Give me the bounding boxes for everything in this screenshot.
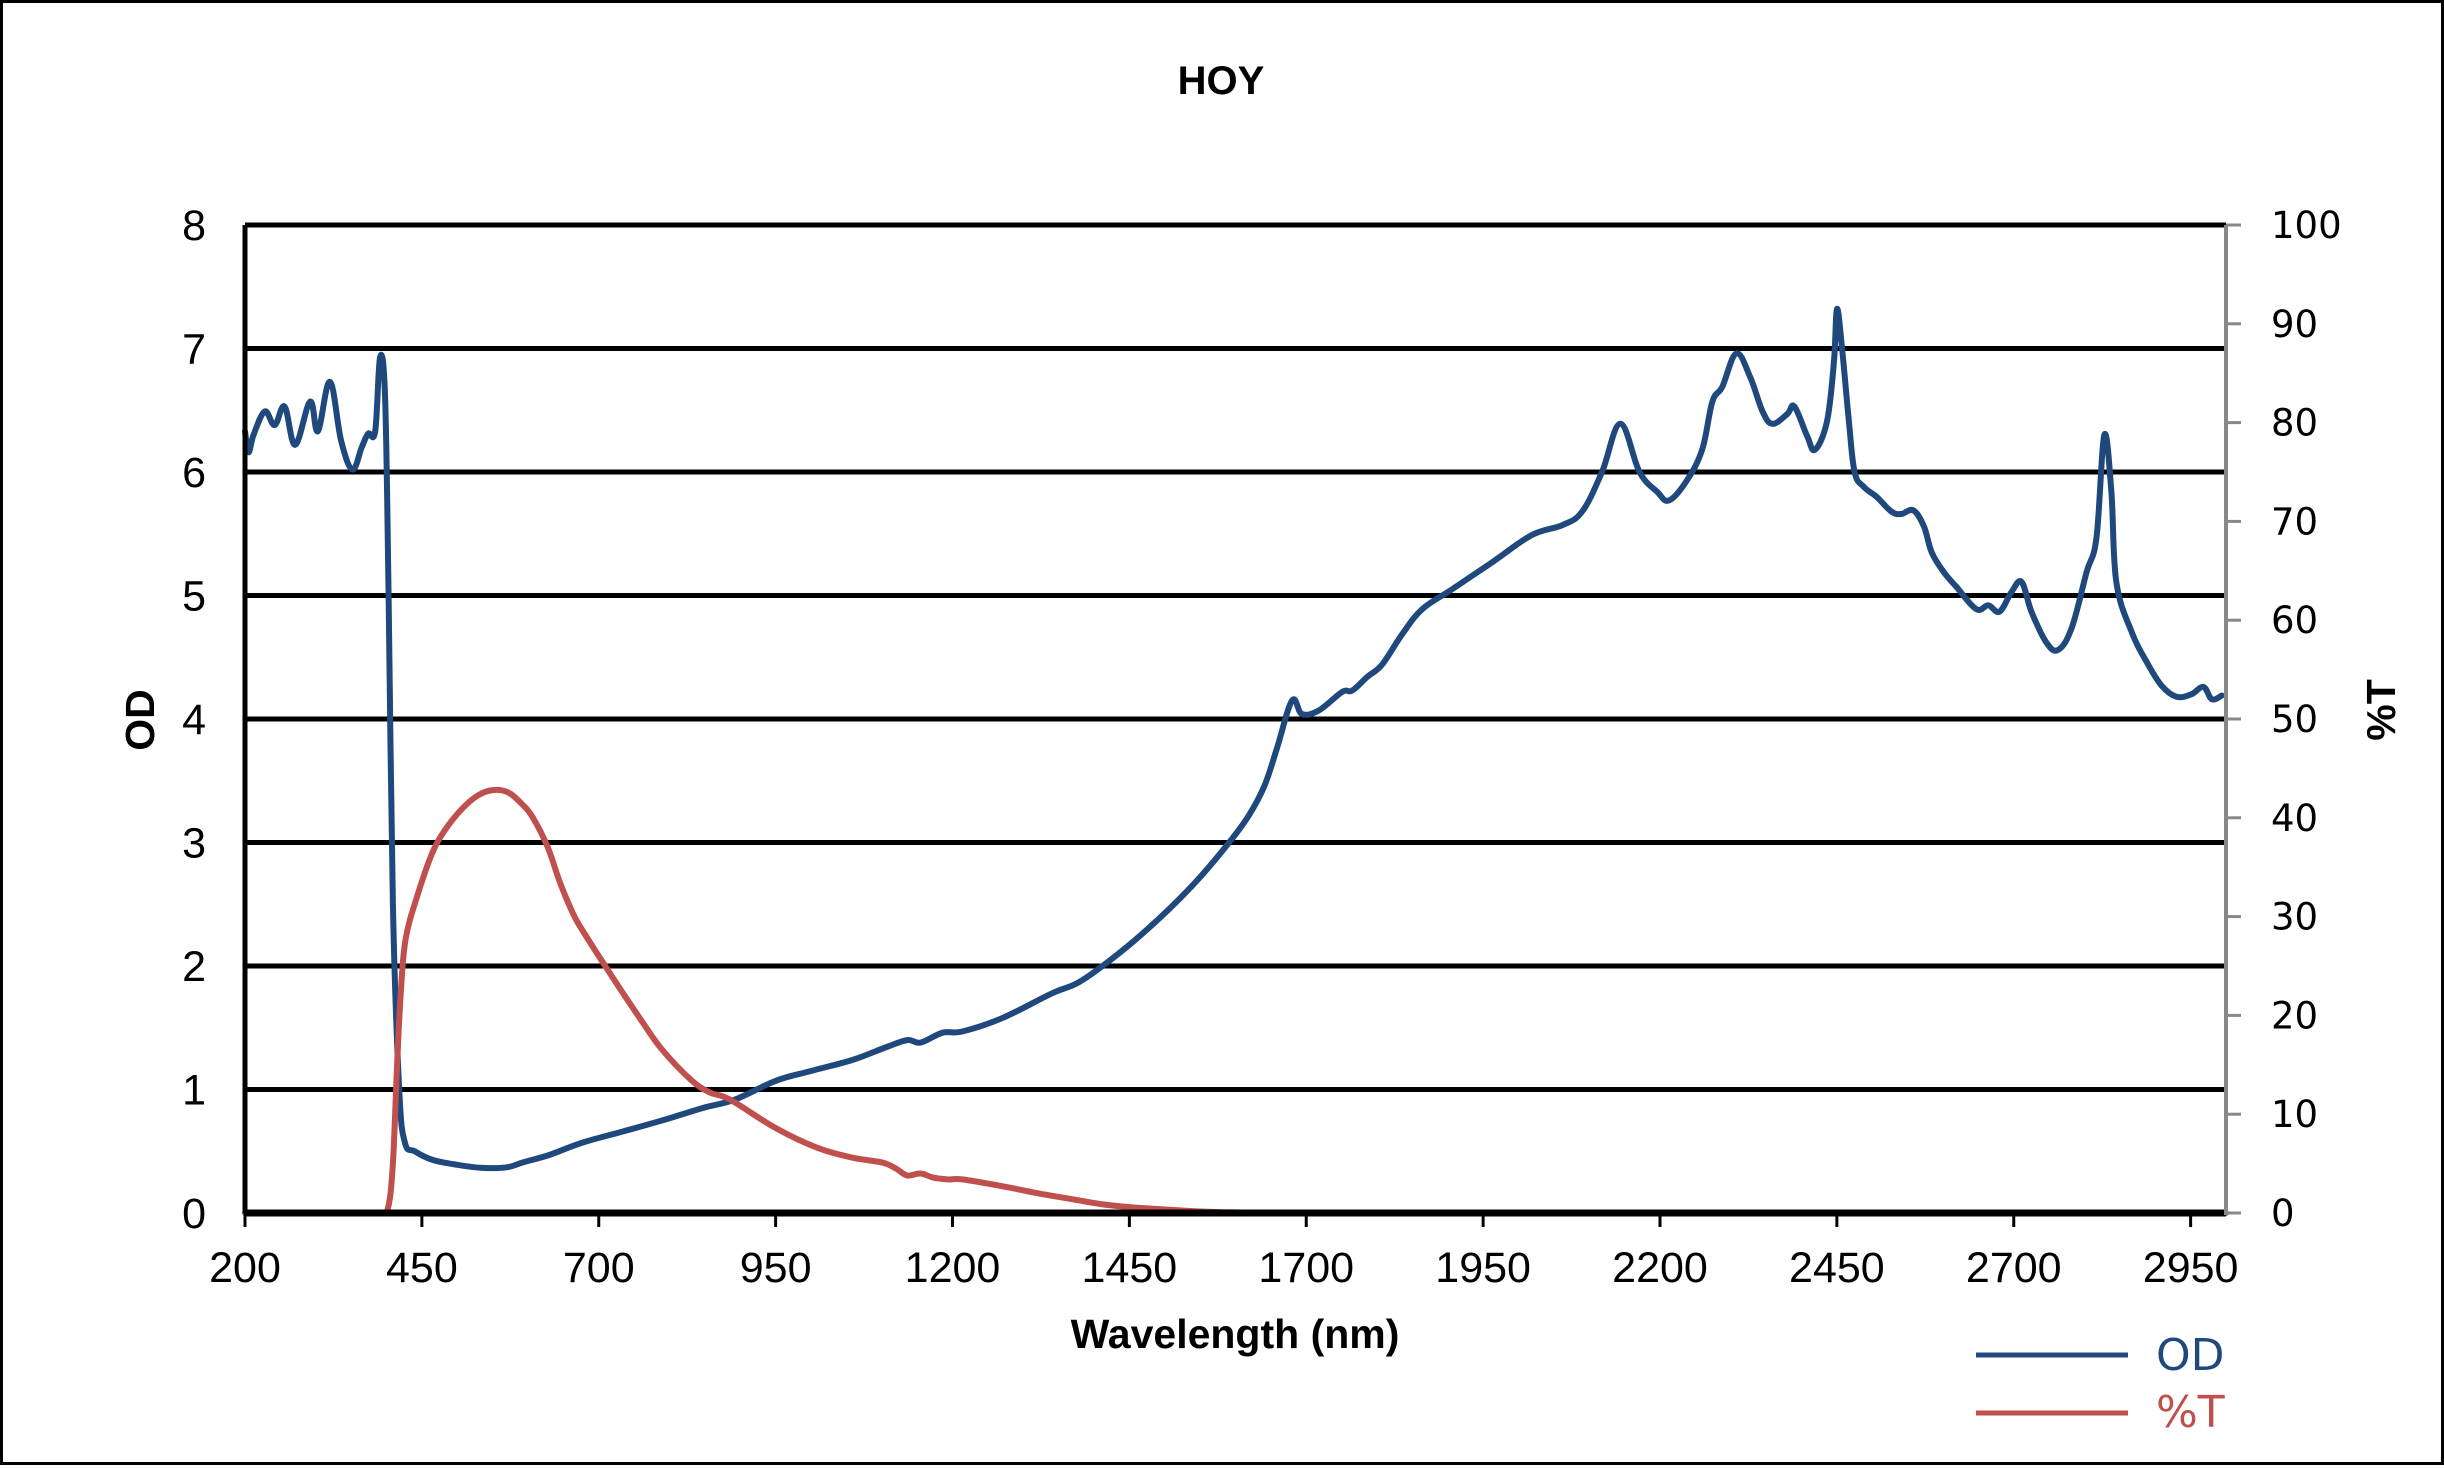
x-axis-title: Wavelength (nm) bbox=[1071, 1311, 1400, 1357]
series-layer bbox=[242, 305, 2229, 1217]
y-tick-label: 4 bbox=[182, 696, 206, 744]
y2-tick-label: 60 bbox=[2271, 599, 2318, 642]
y-ticks-right: 0 10 20 30 40 50 60 70 80 90 100 bbox=[2226, 204, 2342, 1235]
legend-label-od: OD bbox=[2156, 1330, 2225, 1381]
x-tick-label: 2200 bbox=[1612, 1244, 1708, 1292]
y2-tick-label: 0 bbox=[2271, 1192, 2295, 1235]
y2-tick-label: 10 bbox=[2271, 1093, 2318, 1136]
x-tick-label: 700 bbox=[563, 1244, 635, 1292]
y-axis-title: OD bbox=[117, 689, 163, 751]
y-tick-label: 8 bbox=[182, 202, 206, 250]
x-tick-label: 1950 bbox=[1435, 1244, 1531, 1292]
y-ticks-left: 0 1 2 3 4 5 6 7 8 bbox=[182, 202, 206, 1238]
y-tick-label: 1 bbox=[182, 1067, 206, 1115]
y2-tick-label: 100 bbox=[2271, 204, 2342, 247]
y2-tick-label: 90 bbox=[2271, 303, 2318, 346]
y2-tick-label: 50 bbox=[2271, 698, 2318, 741]
chart-svg: HOY 200 450 700 950 1200 1450 1700 1950 2200 2450… bbox=[117, 59, 2404, 1438]
legend: OD %T bbox=[1976, 1330, 2225, 1438]
y2-tick-label: 30 bbox=[2271, 896, 2318, 939]
y-tick-label: 7 bbox=[182, 326, 206, 374]
series-line-od bbox=[242, 305, 2225, 1172]
y2-tick-label: 20 bbox=[2271, 994, 2318, 1037]
gridlines bbox=[245, 222, 2226, 1092]
x-tick-label: 200 bbox=[209, 1244, 281, 1292]
x-ticks: 200 450 700 950 1200 1450 1700 1950 2200 2450 2700… bbox=[209, 1213, 2238, 1292]
x-tick-label: 950 bbox=[740, 1244, 812, 1292]
x-tick-label: 2700 bbox=[1966, 1244, 2062, 1292]
x-tick-label: 1700 bbox=[1258, 1244, 1354, 1292]
y2-axis-title: %T bbox=[2358, 679, 2404, 741]
legend-label-t: %T bbox=[2156, 1387, 2225, 1438]
y-tick-label: 3 bbox=[182, 820, 206, 868]
y2-tick-label: 80 bbox=[2271, 402, 2318, 445]
y-tick-label: 2 bbox=[182, 943, 206, 991]
chart-title: HOY bbox=[1178, 59, 1265, 103]
y2-tick-label: 70 bbox=[2271, 500, 2318, 543]
x-tick-label: 1450 bbox=[1082, 1244, 1178, 1292]
y-tick-label: 0 bbox=[182, 1190, 206, 1238]
x-tick-label: 450 bbox=[386, 1244, 458, 1292]
series-line-percent-t bbox=[242, 786, 2229, 1217]
y2-tick-label: 40 bbox=[2271, 797, 2318, 840]
x-tick-label: 2450 bbox=[1789, 1244, 1885, 1292]
x-tick-label: 2950 bbox=[2143, 1244, 2239, 1292]
y-tick-label: 6 bbox=[182, 449, 206, 497]
y-tick-label: 5 bbox=[182, 573, 206, 621]
x-tick-label: 1200 bbox=[905, 1244, 1001, 1292]
